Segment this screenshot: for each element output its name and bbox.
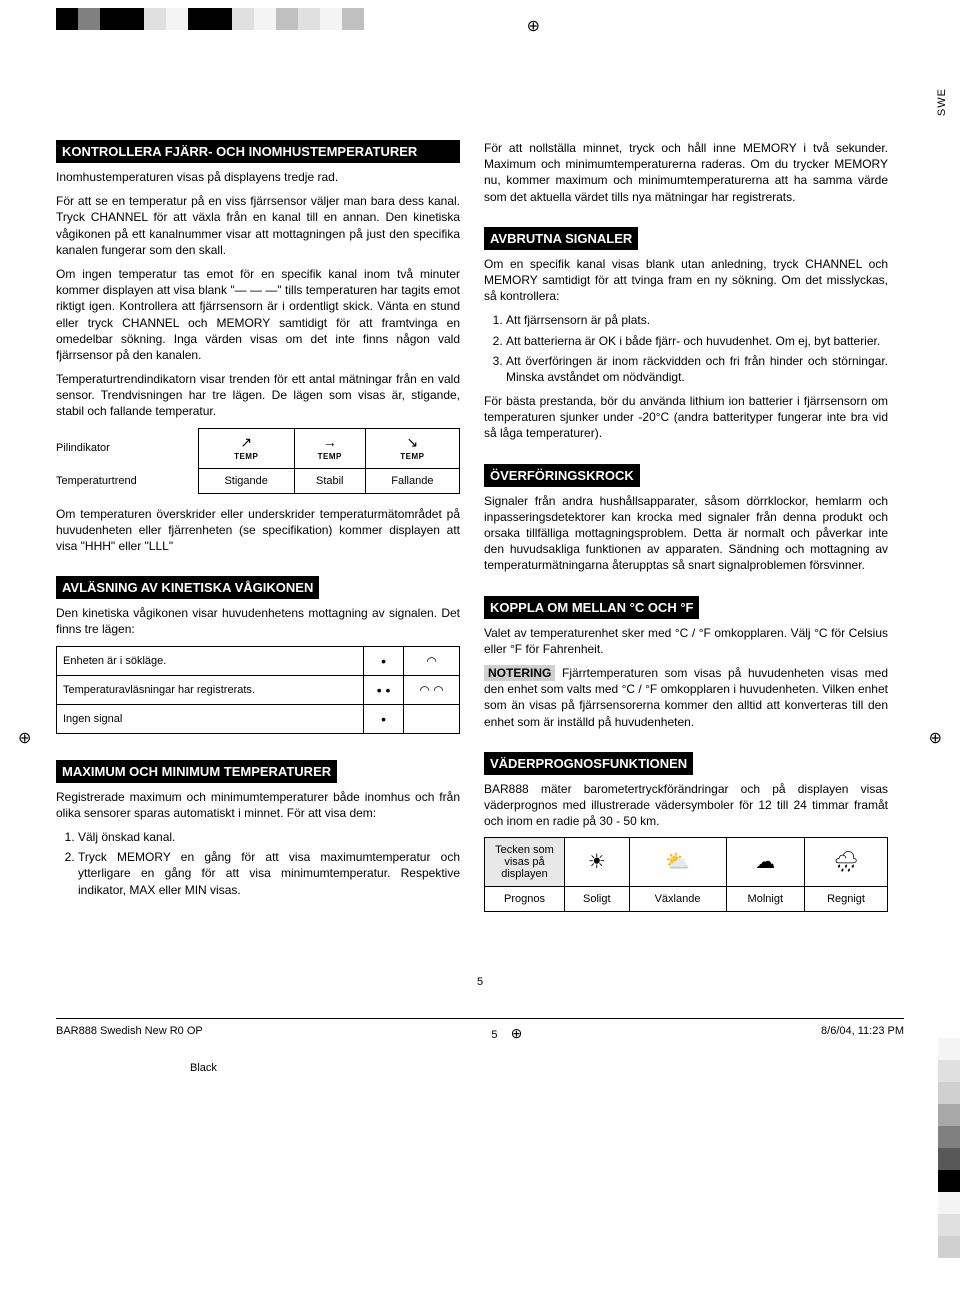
sec7-p1: BAR888 mäter barometertryckförändringar … (484, 781, 888, 830)
forecast-label: Växlande (629, 887, 726, 912)
list-item: Att batterierna är OK i både fjärr- och … (506, 333, 888, 349)
sec6-p2: NOTERING Fjärrtemperaturen som visas på … (484, 665, 888, 730)
status-dot: • (364, 704, 404, 733)
sec3-list: Välj önskad kanal. Tryck MEMORY en gång … (56, 829, 460, 898)
empty-cell (404, 704, 460, 733)
page-content: KONTROLLERA FJÄRR- OCH INOMHUSTEMPERATUR… (0, 30, 960, 964)
table-header: Prognos (485, 887, 565, 912)
sec6-p1: Valet av temperaturenhet sker med °C / °… (484, 625, 888, 657)
table-cell: Temperaturavläsningar har registrerats. (57, 675, 364, 704)
sec5-p1: Signaler från andra hushållsapparater, s… (484, 493, 888, 574)
sec5-heading: ÖVERFÖRINGSKROCK (484, 464, 640, 487)
registration-color-strip (56, 8, 960, 30)
trend-indicator-table: Pilindikator ↗TEMP →TEMP ↘TEMP Tempera­t… (56, 428, 460, 494)
list-item: Välj önskad kanal. (78, 829, 460, 845)
signal-icon: ◠ (404, 646, 460, 675)
right-column: För att nollställa minnet, tryck och hål… (484, 140, 888, 924)
sec1-p2: För att se en temperatur på en viss fjär… (56, 193, 460, 258)
table-row-label: Tempera­turtrend (56, 468, 198, 493)
trend-stable: Stabil (294, 468, 365, 493)
sec1-p5: Om temperaturen överskrider eller unders… (56, 506, 460, 555)
trend-rising: Stigande (198, 468, 294, 493)
list-item: Tryck MEMORY en gång för att visa maximu… (78, 849, 460, 898)
table-cell: Enheten är i sökläge. (57, 646, 364, 675)
weather-icon-cloudy: ☁ (726, 838, 805, 887)
sec1-p4: Temperaturtrendindikatorn visar trenden … (56, 371, 460, 420)
forecast-label: Regnigt (805, 887, 888, 912)
arrow-falling-cell: ↘TEMP (365, 428, 459, 468)
list-item: Att fjärrsensorn är på plats. (506, 312, 888, 328)
sec3-p1: Registrerade maximum och minimumtemperat… (56, 789, 460, 821)
status-dots: • • (364, 675, 404, 704)
registration-mark-left: ⊕ (18, 728, 31, 748)
sec4-list: Att fjärrsensorn är på plats. Att batter… (484, 312, 888, 385)
footer-date: 8/6/04, 11:23 PM (821, 1025, 904, 1042)
sec2-p1: Den kinetiska vågikonen visar huvudenhet… (56, 605, 460, 637)
sec4-p2: För bästa prestanda, bör du använda lith… (484, 393, 888, 442)
footer-color-label: Black (0, 1062, 960, 1074)
sec4-heading: AVBRUTNA SIGNALER (484, 227, 638, 250)
status-dot: • (364, 646, 404, 675)
sec7-heading: VÄDERPROGNOSFUNKTIONEN (484, 752, 693, 775)
sec3-heading: MAXIMUM OCH MINIMUM TEMPERATURER (56, 760, 337, 783)
weather-icon-partly: ⛅ (629, 838, 726, 887)
grayscale-swatches (938, 1038, 960, 1258)
sec1-heading: KONTROLLERA FJÄRR- OCH INOMHUSTEMPERATUR… (56, 140, 460, 163)
weather-forecast-table: Tecken som visas på displayen ☀ ⛅ ☁ 🌧 Pr… (484, 837, 888, 912)
trend-falling: Fallande (365, 468, 459, 493)
table-header: Tecken som visas på displayen (485, 838, 565, 887)
left-column: KONTROLLERA FJÄRR- OCH INOMHUSTEMPERATUR… (56, 140, 460, 924)
table-cell: Ingen signal (57, 704, 364, 733)
registration-mark-footer: ⊕ (511, 1025, 523, 1041)
sec4-p1: Om en specifik kanal visas blank utan an… (484, 256, 888, 305)
sec6-heading: KOPPLA OM MELLAN °C OCH °F (484, 596, 699, 619)
page-number: 5 (0, 976, 960, 988)
list-item: Att överföringen är inom räckvidden och … (506, 353, 888, 385)
right-intro-p: För att nollställa minnet, tryck och hål… (484, 140, 888, 205)
arrow-stable-cell: →TEMP (294, 428, 365, 468)
footer: BAR888 Swedish New R0 OP 5 ⊕ 8/6/04, 11:… (0, 1025, 960, 1062)
weather-icon-sunny: ☀ (565, 838, 630, 887)
signal-icons: ◠ ◠ (404, 675, 460, 704)
sec2-heading: AVLÄSNING AV KINETISKA VÅGIKONEN (56, 576, 319, 599)
language-label: SWE (936, 88, 948, 116)
sec1-p1: Inomhustemperaturen visas på displayens … (56, 169, 460, 185)
arrow-rising-cell: ↗TEMP (198, 428, 294, 468)
footer-center: 5 ⊕ (203, 1025, 821, 1042)
sec1-p3: Om ingen temperatur tas emot för en spec… (56, 266, 460, 363)
forecast-label: Molnigt (726, 887, 805, 912)
table-row-label: Pilindikator (56, 428, 198, 468)
footer-divider (56, 1018, 904, 1019)
wave-icon-table: Enheten är i sökläge. • ◠ Temperaturavlä… (56, 646, 460, 734)
forecast-label: Soligt (565, 887, 630, 912)
footer-doc-name: BAR888 Swedish New R0 OP (56, 1025, 203, 1042)
registration-mark-right: ⊕ (929, 728, 942, 748)
registration-mark-top: ⊕ (527, 16, 540, 36)
note-badge: NOTERING (484, 665, 555, 681)
weather-icon-rainy: 🌧 (805, 838, 888, 887)
